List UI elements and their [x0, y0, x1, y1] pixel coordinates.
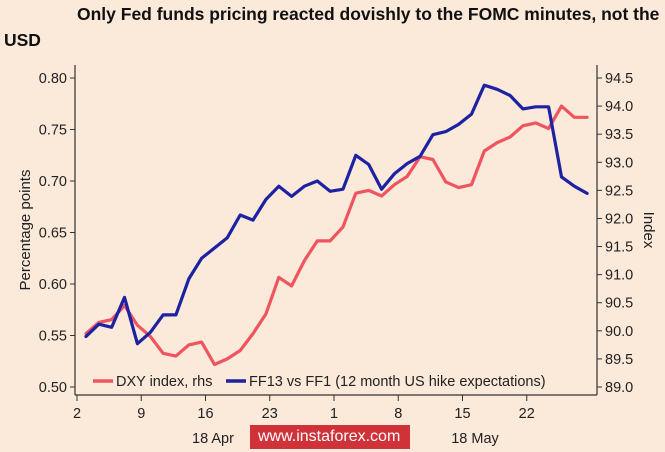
x-tick-label: 16 [197, 406, 213, 422]
legend-label-ff: FF13 vs FF1 (12 month US hike expectatio… [249, 374, 546, 390]
x-tick-label: 2 [73, 406, 81, 422]
left-tick-label: 0.80 [39, 71, 67, 87]
series-line-ff13-ff1 [84, 83, 589, 346]
legend-label-dxy: DXY index, rhs [116, 374, 212, 390]
x-tick-label: 23 [262, 406, 278, 422]
right-axis-ticks: 94.5 94.0 93.5 93.0 92.5 92.0 91.5 91.0 90.5 90.0… [597, 71, 633, 396]
x-axis-ticks: 2 9 16 23 1 8 15 22 18 Apr 18 May [73, 395, 535, 447]
right-tick-label: 94.0 [605, 99, 633, 115]
right-tick-label: 89.5 [605, 352, 633, 368]
right-tick-label: 90.5 [605, 296, 633, 312]
chart-legend: DXY index, rhs FF13 vs FF1 (12 month US … [93, 374, 546, 390]
right-tick-label: 93.0 [605, 155, 633, 171]
chart-title-line-1: Only Fed funds pricing reacted dovishly … [77, 4, 660, 24]
right-tick-label: 89.0 [605, 380, 633, 396]
left-tick-label: 0.75 [39, 123, 67, 139]
right-tick-label: 92.5 [605, 183, 633, 199]
x-tick-label: 22 [519, 406, 535, 422]
left-tick-label: 0.60 [39, 277, 67, 293]
x-tick-label: 9 [137, 406, 145, 422]
right-tick-label: 92.0 [605, 211, 633, 227]
chart-title-line-2: USD [4, 30, 41, 50]
watermark-badge: www.instaforex.com [250, 425, 411, 449]
right-tick-label: 91.0 [605, 268, 633, 284]
right-axis-title: Index [640, 212, 657, 249]
left-tick-label: 0.65 [39, 226, 67, 242]
x-month-label: 18 Apr [192, 431, 234, 447]
left-tick-label: 0.70 [39, 174, 67, 190]
right-tick-label: 94.5 [605, 71, 633, 87]
right-tick-label: 93.5 [605, 127, 633, 143]
x-month-label: 18 May [451, 431, 499, 447]
series-line-dxy [84, 104, 589, 367]
x-tick-label: 8 [394, 406, 402, 422]
right-tick-label: 91.5 [605, 240, 633, 256]
left-tick-label: 0.55 [39, 329, 67, 345]
chart-axes [74, 65, 598, 396]
x-tick-label: 1 [330, 406, 338, 422]
right-tick-label: 90.0 [605, 324, 633, 340]
left-axis-title: Percentage points [17, 170, 34, 291]
left-tick-label: 0.50 [39, 380, 67, 396]
left-axis-ticks: 0.80 0.75 0.70 0.65 0.60 0.55 0.50 [39, 71, 75, 396]
x-tick-label: 15 [454, 406, 470, 422]
chart-series [84, 83, 589, 367]
